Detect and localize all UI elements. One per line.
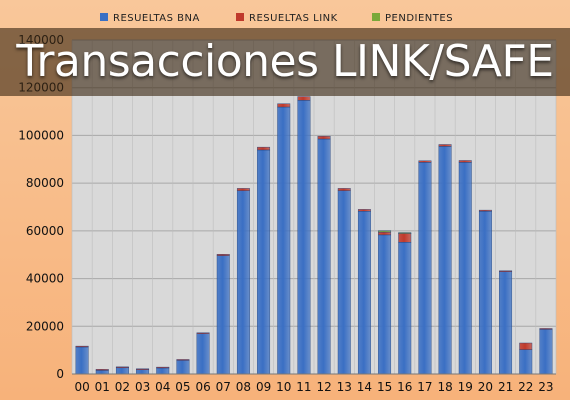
bar-resueltas-bna-00 (75, 346, 89, 375)
bar-resueltas-bna-18 (438, 146, 452, 375)
x-tick-label: 16 (397, 380, 412, 394)
y-tick-label: 100000 (18, 128, 64, 142)
x-tick-label: 08 (236, 380, 251, 394)
bar-resueltas-bna-22 (519, 349, 533, 375)
x-axis-ticks: 00 01 02 03 04 05 06 07 08 09 10 11 12 13 14 15 16 17 18 19… (74, 380, 553, 394)
chart-title: Transacciones LINK/SAFE (16, 36, 554, 87)
x-tick-label: 00 (74, 380, 89, 394)
bar-resueltas-link-12 (317, 135, 331, 140)
bar-resueltas-link-09 (257, 146, 271, 151)
bar-resueltas-bna-10 (277, 106, 291, 375)
bar-pendientes-16 (398, 232, 412, 234)
legend: RESUELTAS BNA RESUELTAS LINK PENDIENTES (100, 13, 453, 24)
bar-resueltas-bna-23 (539, 328, 553, 375)
bar-resueltas-link-03 (136, 368, 150, 370)
bar-resueltas-link-10 (277, 103, 291, 108)
bar-resueltas-bna-12 (317, 138, 331, 375)
x-tick-label: 22 (518, 380, 533, 394)
bar-resueltas-bna-05 (176, 359, 190, 375)
bar-resueltas-link-15 (378, 231, 392, 236)
legend-label: PENDIENTES (385, 13, 453, 24)
bar-resueltas-bna-20 (478, 211, 492, 375)
bar-resueltas-link-07 (216, 254, 230, 256)
bar-resueltas-link-14 (357, 209, 371, 212)
y-tick-label: 60000 (26, 224, 64, 238)
y-tick-label: 40000 (26, 272, 64, 286)
x-tick-label: 14 (357, 380, 372, 394)
x-tick-label: 04 (155, 380, 170, 394)
bar-resueltas-bna-02 (115, 367, 129, 375)
x-tick-label: 23 (538, 380, 553, 394)
bar-resueltas-bna-01 (95, 370, 109, 375)
bar-resueltas-bna-16 (398, 242, 412, 375)
legend-label: RESUELTAS LINK (249, 13, 338, 24)
x-tick-label: 11 (296, 380, 311, 394)
legend-swatch (372, 13, 380, 21)
bar-resueltas-link-11 (297, 96, 311, 101)
bars (75, 96, 553, 375)
x-tick-label: 17 (417, 380, 432, 394)
bar-resueltas-link-08 (236, 188, 250, 191)
bar-resueltas-bna-06 (196, 333, 210, 375)
legend-swatch (100, 13, 108, 21)
x-tick-label: 05 (175, 380, 190, 394)
bar-pendientes-15 (378, 230, 392, 233)
bar-resueltas-bna-08 (236, 190, 250, 375)
y-tick-label: 0 (56, 367, 64, 381)
bar-resueltas-bna-19 (458, 162, 472, 375)
bar-resueltas-link-21 (499, 270, 513, 272)
bar-resueltas-bna-13 (337, 190, 351, 375)
bar-resueltas-link-22 (519, 342, 533, 350)
x-tick-label: 21 (498, 380, 513, 394)
bar-resueltas-bna-04 (156, 367, 170, 375)
x-tick-label: 20 (478, 380, 493, 394)
x-tick-label: 02 (115, 380, 130, 394)
bar-resueltas-link-02 (115, 366, 129, 369)
x-tick-label: 13 (337, 380, 352, 394)
bar-resueltas-bna-11 (297, 100, 311, 375)
bar-resueltas-bna-17 (418, 162, 432, 375)
x-tick-label: 06 (195, 380, 210, 394)
bar-resueltas-link-20 (478, 209, 492, 212)
bar-resueltas-link-06 (196, 332, 210, 334)
legend-label: RESUELTAS BNA (113, 13, 200, 24)
x-tick-label: 01 (95, 380, 110, 394)
x-tick-label: 19 (458, 380, 473, 394)
x-tick-label: 07 (216, 380, 231, 394)
x-tick-label: 18 (437, 380, 452, 394)
y-tick-label: 20000 (26, 319, 64, 333)
x-tick-label: 03 (135, 380, 150, 394)
x-tick-label: 12 (316, 380, 331, 394)
bar-resueltas-link-19 (458, 160, 472, 163)
bar-resueltas-link-01 (95, 369, 109, 371)
legend-swatch (236, 13, 244, 21)
bar-resueltas-link-04 (156, 366, 170, 369)
bar-resueltas-link-05 (176, 359, 190, 361)
x-tick-label: 10 (276, 380, 291, 394)
bar-resueltas-link-16 (398, 233, 412, 243)
bar-resueltas-bna-07 (216, 255, 230, 375)
x-tick-label: 15 (377, 380, 392, 394)
bar-resueltas-link-00 (75, 345, 89, 348)
y-tick-label: 80000 (26, 176, 64, 190)
bar-resueltas-link-23 (539, 328, 553, 330)
title-band (0, 28, 570, 96)
bar-resueltas-bna-09 (257, 149, 271, 375)
bar-resueltas-link-13 (337, 188, 351, 191)
x-tick-label: 09 (256, 380, 271, 394)
bar-resueltas-link-18 (438, 144, 452, 147)
bar-resueltas-bna-14 (357, 211, 371, 375)
bar-resueltas-bna-15 (378, 234, 392, 375)
bar-resueltas-link-17 (418, 160, 432, 163)
bar-resueltas-bna-21 (499, 271, 513, 375)
